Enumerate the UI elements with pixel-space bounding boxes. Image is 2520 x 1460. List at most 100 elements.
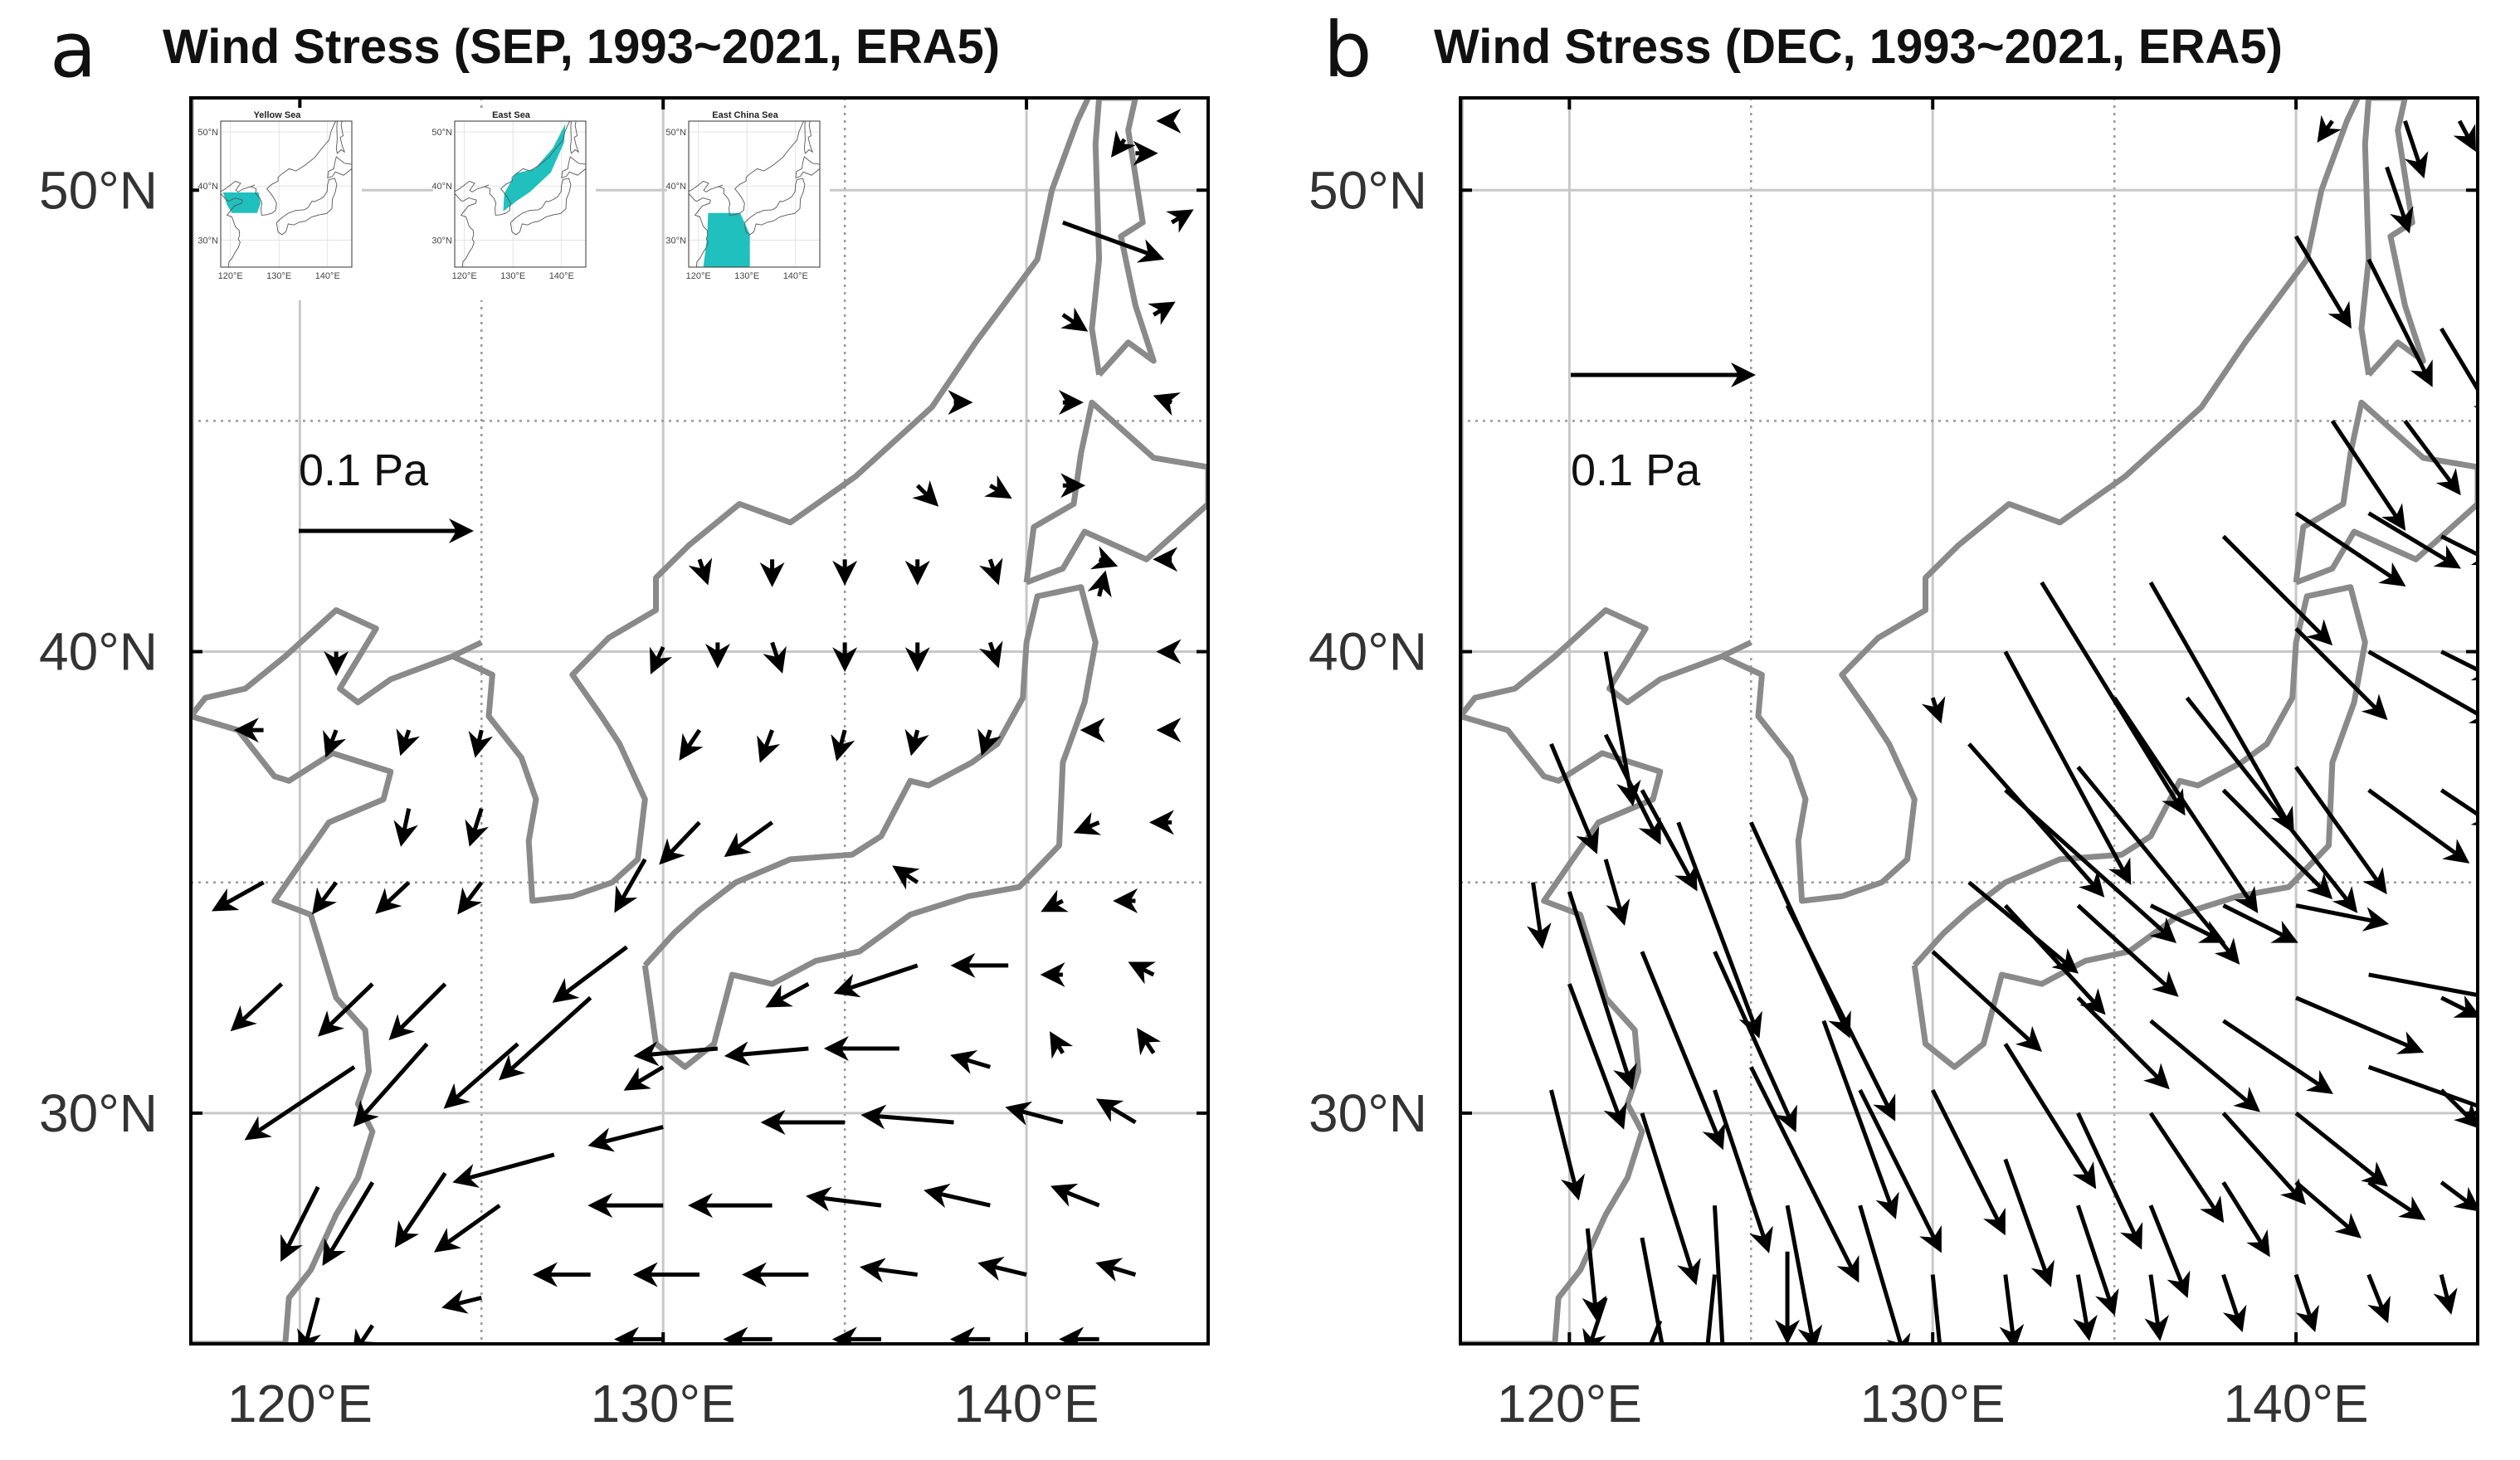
coastline-path [1460, 607, 1752, 718]
wind-vector [323, 729, 347, 758]
wind-vector [2440, 1088, 2478, 1129]
wind-vector [2385, 166, 2414, 234]
wind-vector [2366, 1273, 2391, 1324]
inset-title: Yellow Sea [254, 110, 302, 120]
inset-x-tick-label: 130°E [266, 271, 291, 281]
wind-vector [2403, 419, 2461, 496]
wind-vector [388, 982, 447, 1041]
inset-background [433, 108, 596, 300]
wind-vector [614, 858, 647, 913]
inset-y-tick-label: 40°N [197, 182, 218, 192]
wind-vector [2440, 788, 2478, 829]
wind-vector [2367, 1180, 2426, 1221]
y-tick-label: 50°N [1309, 160, 1427, 220]
inset-x-tick-label: 120°E [452, 271, 477, 281]
wind-vector [1999, 1274, 2025, 1344]
wind-vector [394, 1171, 447, 1248]
coastline-path [1720, 98, 2361, 904]
wind-vector [2221, 1112, 2307, 1205]
reference-arrow: 0.1 Pa [299, 445, 474, 543]
wind-vector [2440, 1180, 2478, 1212]
wind-vector [1967, 742, 2105, 898]
wind-vector [2076, 903, 2179, 997]
wind-vector [1137, 1028, 1162, 1056]
wind-vector [2367, 1064, 2478, 1117]
inset-coastline [251, 120, 337, 216]
inset-title: East Sea [492, 110, 531, 120]
wind-vector [1695, 1274, 1721, 1344]
panel-a: a Wind Stress (SEP, 1993~2021, ERA5) 120… [39, 6, 1210, 1433]
inset-coastline [220, 180, 256, 194]
axis-ticks: 120°E 130°E 140°E 30°N 40°N 50°N [39, 98, 1208, 1433]
inset-east-sea: 50°N 40°N 30°N 120°E 130°E 140°E East Sea [431, 108, 596, 300]
wind-vector [2294, 626, 2388, 721]
wind-vector [1549, 742, 1600, 854]
wind-vector [1676, 821, 1762, 1039]
wind-vector [2221, 534, 2333, 646]
inset-x-tick-label: 140°E [549, 271, 574, 281]
y-tick-label: 50°N [39, 160, 158, 220]
wind-vector [2003, 1158, 2055, 1287]
inset-coastline [275, 178, 338, 236]
wind-vector [679, 728, 704, 761]
map-area: 120°E 130°E 140°E 30°N 40°N 50°N [39, 96, 1210, 1433]
y-tick-label: 30°N [1309, 1083, 1427, 1143]
wind-vector [978, 640, 1003, 669]
wind-vector [833, 963, 919, 998]
wind-vector [2003, 1043, 2097, 1190]
wind-vector [2076, 996, 2170, 1090]
wind-vector [1005, 1101, 1064, 1126]
wind-vector [892, 865, 920, 890]
wind-vector [2222, 1019, 2333, 1094]
wind-vector [499, 995, 592, 1081]
coastline-path [1023, 399, 1208, 586]
inset-coastline [454, 121, 477, 268]
wind-vector [1050, 1183, 1100, 1208]
wind-vector [1640, 1237, 1665, 1344]
inset-coastline [335, 120, 346, 154]
wind-vector [649, 645, 673, 675]
wind-vector [452, 1152, 555, 1188]
inset-x-tick-label: 140°E [315, 271, 340, 281]
wind-vector [2317, 114, 2342, 143]
wind-vector [2003, 650, 2132, 885]
wind-vector [2294, 1180, 2362, 1239]
wind-vector [318, 982, 374, 1037]
wind-vector [2040, 581, 2186, 816]
wind-vector [1582, 1228, 1607, 1322]
wind-vector [1060, 307, 1089, 332]
wind-vector [468, 729, 493, 758]
x-tick-label: 130°E [591, 1374, 736, 1433]
wind-vector [623, 1065, 665, 1091]
wind-vector [1128, 961, 1157, 985]
inset-y-tick-label: 40°N [665, 182, 686, 192]
wind-vector [757, 729, 781, 763]
inset-y-tick-label: 50°N [197, 128, 218, 138]
axis-ticks: 120°E 130°E 140°E 30°N 40°N 50°N [1309, 98, 2478, 1433]
wind-vector [912, 479, 939, 507]
wind-vector [433, 1204, 501, 1253]
inset-yellow-sea: 50°N 40°N 30°N 120°E 130°E 140°E Yellow Sea [197, 108, 362, 300]
inset-coastline [509, 178, 572, 236]
inset-coastline [569, 120, 580, 154]
wind-vector [1148, 301, 1176, 325]
wind-vector [659, 820, 701, 865]
reference-label: 0.1 Pa [299, 445, 429, 495]
inset-x-tick-label: 130°E [500, 271, 525, 281]
reference-arrow: 0.1 Pa [1571, 363, 1756, 495]
wind-vector [1095, 1098, 1137, 1125]
wind-vector [633, 1041, 719, 1067]
wind-vector [1089, 546, 1119, 570]
inset-coastline [743, 178, 806, 236]
wind-vector [1110, 129, 1136, 158]
wind-vector [1640, 789, 1698, 892]
panel-b: b Wind Stress (DEC, 1993~2021, ERA5) 120… [1309, 6, 2479, 1433]
inset-x-tick-label: 140°E [783, 271, 808, 281]
wind-vector [2294, 766, 2387, 895]
inset-background [199, 108, 362, 300]
wind-vector [353, 1042, 429, 1127]
wind-vector [860, 1104, 954, 1130]
wind-vector [1526, 882, 1552, 949]
inset-y-tick-label: 40°N [431, 182, 452, 192]
